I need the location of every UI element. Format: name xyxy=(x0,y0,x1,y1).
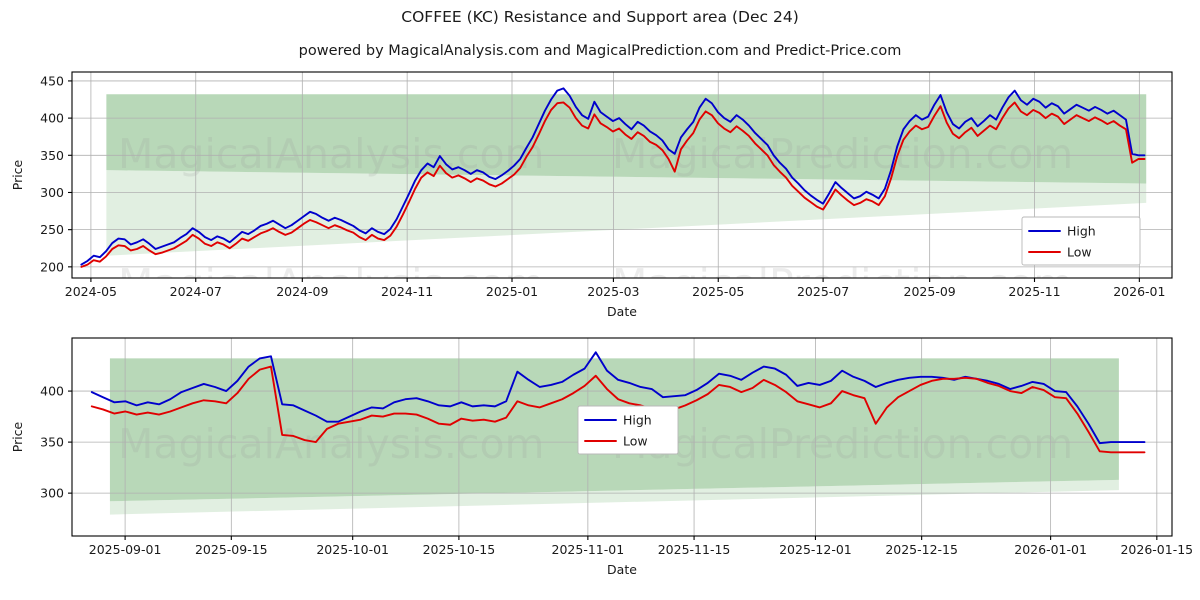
x-tick-label: 2025-10-15 xyxy=(423,542,496,557)
y-tick-label: 350 xyxy=(40,148,64,163)
legend-label-low: Low xyxy=(1067,245,1092,260)
x-tick-label: 2025-12-15 xyxy=(885,542,958,557)
legend-label-high: High xyxy=(1067,224,1096,239)
x-tick-label: 2026-01-15 xyxy=(1120,542,1193,557)
x-tick-label: 2025-12-01 xyxy=(779,542,852,557)
series-group xyxy=(90,351,1146,454)
support-area-band xyxy=(109,479,1119,515)
watermark-text: MagicalAnalysis.com xyxy=(118,260,545,308)
x-tick-label: 2025-07 xyxy=(797,284,849,299)
x-tick-label: 2024-11 xyxy=(381,284,433,299)
watermark-text: MagicalAnalysis.com xyxy=(118,420,545,468)
x-tick-label: 2025-09-15 xyxy=(195,542,268,557)
page-subtitle: powered by MagicalAnalysis.com and Magic… xyxy=(298,43,902,59)
x-tick-label: 2025-11-01 xyxy=(552,542,625,557)
watermark-text: MagicalAnalysis.com xyxy=(118,130,545,178)
page-title: COFFEE (KC) Resistance and Support area … xyxy=(401,8,799,26)
y-tick-label: 450 xyxy=(40,73,64,88)
y-tick-label: 300 xyxy=(40,486,64,501)
y-tick-label: 250 xyxy=(40,222,64,237)
x-tick-label: 2025-01 xyxy=(486,284,538,299)
x-tick-label: 2026-01-01 xyxy=(1014,542,1087,557)
x-tick-label: 2025-09-01 xyxy=(89,542,162,557)
legend-background xyxy=(577,405,679,455)
axes-group: 200 250 300 350 400 450 2024-05 2024-07 2024-09 2… xyxy=(40,71,1173,299)
x-axis-title: Date xyxy=(607,562,637,577)
x-tick-label: 2025-11 xyxy=(1008,284,1060,299)
chart-legend[interactable]: High Low xyxy=(577,405,679,455)
x-tick-label: 2024-07 xyxy=(170,284,222,299)
y-axis-title: Price xyxy=(10,159,25,190)
y-tick-label: 400 xyxy=(40,111,64,126)
x-tick-label: 2026-01 xyxy=(1113,284,1165,299)
x-tick-label: 2025-09 xyxy=(904,284,956,299)
x-tick-label: 2025-03 xyxy=(587,284,639,299)
plot-frame xyxy=(71,71,1173,279)
y-axis-title: Price xyxy=(10,421,25,452)
x-tick-label: 2025-05 xyxy=(692,284,744,299)
axes-group: 300 350 400 2025-09-01 2025-09-15 2025-10-01 2… xyxy=(40,337,1193,557)
legend-label-low: Low xyxy=(623,434,648,449)
legend-background xyxy=(1021,216,1141,266)
series-line-low xyxy=(90,365,1146,454)
lower-chart-svg: MagicalAnalysis.com MagicalPrediction.com… xyxy=(10,337,1193,577)
series-group xyxy=(80,87,1146,268)
watermark-text: MagicalPrediction.com xyxy=(612,260,1073,308)
series-line-high xyxy=(80,87,1146,266)
support-area-band xyxy=(106,170,1147,256)
lower-chart-panel: MagicalAnalysis.com MagicalPrediction.com… xyxy=(0,328,1200,600)
y-tick-label: 350 xyxy=(40,435,64,450)
y-tick-label: 200 xyxy=(40,259,64,274)
x-tick-label: 2024-05 xyxy=(65,284,117,299)
watermark-group: MagicalAnalysis.com MagicalPrediction.com xyxy=(118,420,1073,468)
x-tick-label: 2024-09 xyxy=(276,284,328,299)
resistance-area-band xyxy=(106,94,1147,184)
plot-frame xyxy=(71,337,1173,537)
y-tick-label: 400 xyxy=(40,384,64,399)
series-line-low xyxy=(80,101,1146,268)
upper-chart-panel: MagicalAnalysis.com MagicalPrediction.com… xyxy=(0,60,1200,320)
grid-group xyxy=(72,338,1172,536)
watermark-text: MagicalPrediction.com xyxy=(612,420,1073,468)
x-axis-title: Date xyxy=(607,304,637,319)
chart-legend[interactable]: High Low xyxy=(1021,216,1141,266)
upper-chart-svg: MagicalAnalysis.com MagicalPrediction.com… xyxy=(10,71,1173,319)
x-tick-label: 2025-10-01 xyxy=(316,542,389,557)
y-tick-label: 300 xyxy=(40,185,64,200)
x-tick-label: 2025-11-15 xyxy=(658,542,731,557)
legend-label-high: High xyxy=(623,413,652,428)
